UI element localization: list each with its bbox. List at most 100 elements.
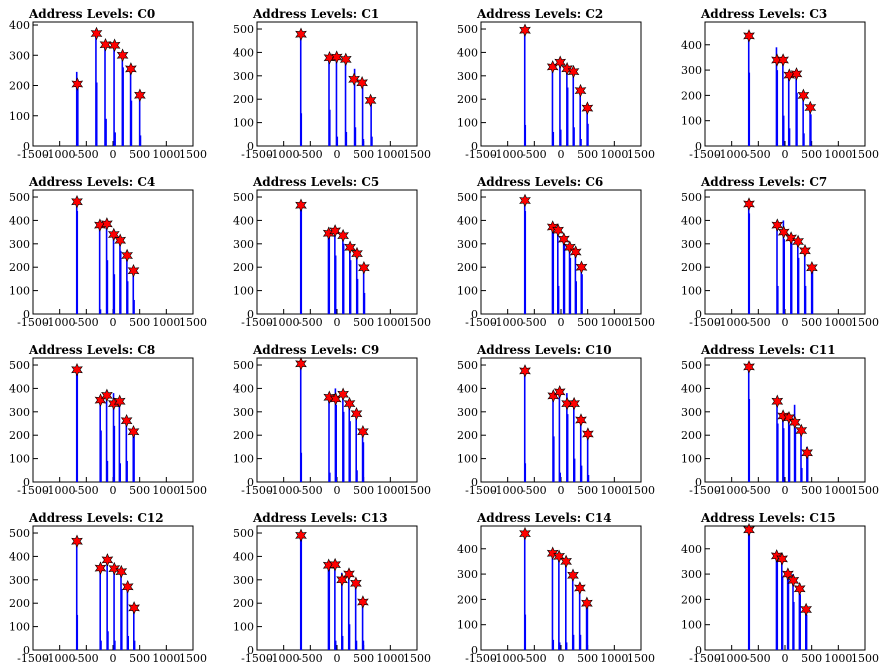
x-tick-label: -500 xyxy=(746,484,771,497)
y-tick-label: 500 xyxy=(681,359,702,372)
peak-star-marker xyxy=(364,93,377,108)
peak-star-marker xyxy=(792,234,804,249)
peak-star-marker xyxy=(127,424,140,439)
x-tick-label: 0 xyxy=(782,652,789,665)
x-tick-label: 0 xyxy=(110,484,117,497)
y-tick-label: 100 xyxy=(9,285,30,298)
chart-title: Address Levels: C15 xyxy=(700,511,836,525)
peak-star-marker xyxy=(71,77,84,91)
chart-panel: Address Levels: C10 0 100 200 300 400 500 -1500… xyxy=(457,343,655,497)
x-tick-label: -500 xyxy=(746,148,771,161)
y-tick-label: 300 xyxy=(233,406,254,419)
peak-star-marker xyxy=(348,72,360,87)
y-tick-label: 400 xyxy=(681,382,702,395)
peak-star-marker xyxy=(783,410,795,425)
y-tick-label: 300 xyxy=(9,574,30,587)
peak-star-marker xyxy=(801,446,813,460)
chart-panel: Address Levels: C10100200300400500-1500-… xyxy=(233,7,431,161)
peak-star-marker xyxy=(343,396,356,411)
peak-star-marker xyxy=(134,88,146,102)
y-tick-label: 0 xyxy=(471,644,478,657)
peak-star-marker xyxy=(295,198,307,212)
x-tick-label: -1500 xyxy=(465,148,497,161)
x-tick-label: -500 xyxy=(522,316,547,329)
y-tick-label: 400 xyxy=(457,214,478,227)
x-tick-label: 1500 xyxy=(851,148,879,161)
y-tick-label: 100 xyxy=(233,285,254,298)
plot-frame xyxy=(480,21,642,147)
peak-star-marker xyxy=(563,240,576,255)
peak-star-marker xyxy=(107,227,120,242)
y-tick-label: 500 xyxy=(9,359,30,372)
y-tick-label: 400 xyxy=(681,39,702,52)
peak-star-marker xyxy=(330,50,343,64)
y-tick-label: 300 xyxy=(681,568,702,581)
x-tick-label: -500 xyxy=(522,148,547,161)
x-tick-label: 0 xyxy=(334,316,341,329)
chart-panel: Address Levels: C70100200300400500-1500-… xyxy=(681,175,879,329)
peak-star-marker xyxy=(567,64,580,79)
peak-star-marker xyxy=(561,62,573,76)
peak-star-marker xyxy=(787,573,800,588)
chart-title: Address Levels: C11 xyxy=(700,343,836,357)
x-tick-label: 1000 xyxy=(600,652,628,665)
peak-star-marker xyxy=(329,224,341,238)
y-tick-label: 0 xyxy=(695,476,702,489)
x-tick-label: -1500 xyxy=(241,484,273,497)
peak-star-marker xyxy=(560,554,572,569)
y-tick-label: 500 xyxy=(457,359,478,372)
x-tick-label: 1000 xyxy=(824,652,852,665)
x-tick-label: 1000 xyxy=(152,484,180,497)
x-tick-label: -1000 xyxy=(492,652,524,665)
y-tick-label: 400 xyxy=(457,46,478,59)
x-tick-label: 500 xyxy=(353,148,374,161)
x-tick-label: 1500 xyxy=(179,316,207,329)
chart-title: Address Levels: C10 xyxy=(476,343,612,357)
y-tick-label: 400 xyxy=(233,382,254,395)
peak-star-marker xyxy=(554,55,567,69)
chart-title: Address Levels: C1 xyxy=(252,7,379,21)
chart-title: Address Levels: C14 xyxy=(476,511,612,525)
x-tick-label: -1000 xyxy=(268,484,300,497)
peak-star-marker xyxy=(575,413,587,427)
peak-star-marker xyxy=(295,27,307,41)
peak-star-marker xyxy=(776,552,788,566)
x-tick-label: 1500 xyxy=(179,652,207,665)
peak-star-marker xyxy=(343,567,355,581)
peak-star-marker xyxy=(568,396,580,411)
x-tick-label: 0 xyxy=(334,148,341,161)
x-tick-label: -500 xyxy=(746,316,771,329)
x-tick-label: -500 xyxy=(74,652,99,665)
x-tick-label: -1500 xyxy=(465,484,497,497)
x-tick-label: 0 xyxy=(558,652,565,665)
x-tick-label: 500 xyxy=(129,484,150,497)
peak-star-marker xyxy=(339,52,352,67)
plot-frame xyxy=(32,21,194,147)
y-tick-label: 200 xyxy=(9,429,30,442)
x-tick-label: 500 xyxy=(129,652,150,665)
y-tick-label: 0 xyxy=(247,644,254,657)
x-tick-label: 500 xyxy=(577,652,598,665)
y-tick-label: 500 xyxy=(457,23,478,36)
peak-star-marker xyxy=(790,67,803,81)
peak-star-marker xyxy=(101,217,113,231)
x-tick-label: 0 xyxy=(558,148,565,161)
y-tick-label: 500 xyxy=(9,527,30,540)
x-tick-label: -1000 xyxy=(44,484,76,497)
x-tick-label: -1500 xyxy=(17,652,49,665)
plot-frame xyxy=(704,21,866,147)
peak-star-marker xyxy=(94,561,107,575)
y-tick-label: 300 xyxy=(233,70,254,83)
x-tick-label: -500 xyxy=(522,484,547,497)
y-tick-label: 100 xyxy=(233,453,254,466)
x-tick-label: -1000 xyxy=(716,652,748,665)
x-tick-label: 1000 xyxy=(824,148,852,161)
x-tick-label: -500 xyxy=(298,484,323,497)
peak-star-marker xyxy=(581,596,593,610)
plot-frame xyxy=(256,189,418,315)
x-tick-label: -500 xyxy=(298,652,323,665)
peak-star-marker xyxy=(800,602,812,617)
peak-star-marker xyxy=(108,38,121,53)
x-tick-label: 0 xyxy=(334,484,341,497)
x-tick-label: -1000 xyxy=(268,316,300,329)
